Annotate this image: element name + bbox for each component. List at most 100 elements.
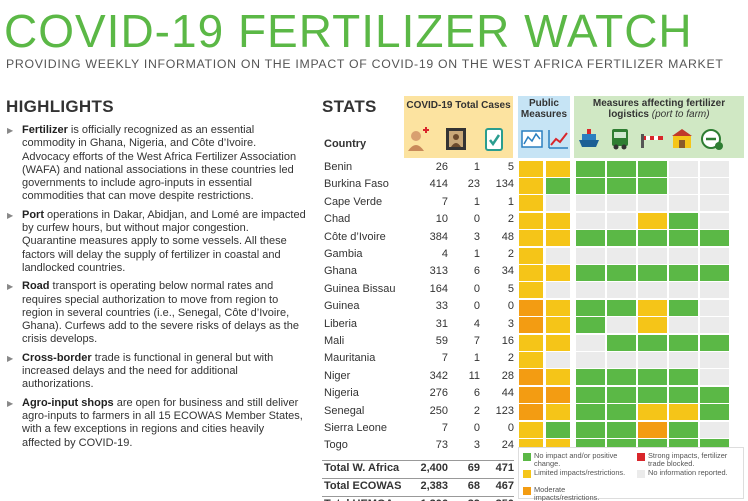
infected-person-icon (408, 127, 429, 151)
deaths-value: 1 (473, 248, 480, 260)
measure-cell (638, 247, 667, 264)
table-row: Niger 342 11 28 (322, 369, 744, 386)
recovered-value: 5 (507, 161, 514, 173)
total-cases-value: 59 (435, 335, 448, 347)
measure-cell (607, 212, 636, 229)
table-row: Chad 10 0 2 (322, 212, 744, 229)
deaths-value: 1 (473, 352, 480, 365)
measure-cell (700, 351, 729, 368)
highlights-heading: HIGHLIGHTS (6, 97, 114, 116)
legend-label: No information reported. (648, 468, 728, 477)
deaths-value: 0 (473, 282, 480, 295)
total-label: Total W. Africa (324, 461, 400, 474)
measure-cell (700, 369, 729, 386)
measure-cell (700, 299, 729, 316)
measure-cell (576, 299, 605, 316)
ship-port-icon (579, 129, 599, 147)
highlight-item: Cross-border trade is functional in gene… (6, 352, 306, 392)
measure-cell (638, 299, 667, 316)
country-name: Sierra Leone (324, 422, 387, 434)
highlight-item: Fertilizer is officially recognized as a… (6, 124, 306, 204)
measure-cell (700, 177, 729, 194)
highlight-lead: Cross-border (22, 351, 92, 364)
highlight-text: is officially recognized as an essential… (22, 124, 297, 203)
measure-cell (519, 264, 543, 281)
measure-cell (669, 177, 698, 194)
deaths-value: 68 (467, 479, 480, 492)
measure-cell (607, 160, 636, 177)
measure-cell (576, 195, 605, 212)
measure-cell (669, 369, 698, 386)
public-chart-icon (548, 130, 568, 149)
deaths-value: 39 (456, 498, 480, 501)
measure-cell (576, 160, 605, 177)
country-name: Gambia (324, 248, 363, 260)
measure-cell (519, 212, 543, 229)
total-cases-value: 26 (435, 161, 448, 173)
recovered-value: 471 (495, 461, 514, 474)
measure-cell (546, 421, 570, 438)
deaths-value: 6 (473, 387, 480, 400)
legend-label: No impact and/or positive change. (534, 451, 618, 468)
deceased-portrait-icon (446, 128, 466, 150)
deaths-value: 0 (473, 422, 480, 434)
measure-cell (700, 195, 729, 212)
recovered-value: 16 (501, 335, 514, 347)
measure-cell (669, 195, 698, 212)
measure-cell (546, 195, 570, 212)
measure-cell (638, 369, 667, 386)
measure-cell (700, 404, 729, 421)
highlight-text: trade is functional in general but with … (22, 351, 274, 391)
measure-cell (669, 212, 698, 229)
measure-cell (576, 212, 605, 229)
total-cases-value: 313 (429, 265, 448, 278)
deaths-value: 3 (473, 230, 480, 243)
measure-cell (546, 230, 570, 247)
recovered-value: 44 (501, 387, 514, 400)
deaths-value: 0 (473, 300, 480, 313)
logistics-header-label: Measures affecting fertilizer logistics … (592, 98, 726, 120)
measure-cell (607, 282, 636, 299)
measure-cell (669, 160, 698, 177)
measure-cell (546, 369, 570, 386)
total-label: Total UEMOA (324, 498, 393, 501)
recovered-value: 0 (507, 422, 514, 434)
legend-item: Moderate impacts/restrictions. (523, 486, 627, 501)
legend-label: Limited impacts/restrictions. (534, 468, 626, 477)
deaths-value: 7 (473, 335, 480, 347)
measure-cell (669, 334, 698, 351)
measure-cell (607, 421, 636, 438)
public-measures-label: Public Measures (520, 98, 568, 120)
total-cases-value: 33 (435, 300, 448, 313)
legend-label: Strong impacts, fertilizer trade blocked… (648, 451, 728, 468)
no-entry-icon (701, 129, 723, 150)
measure-cell (519, 404, 543, 421)
deaths-value: 3 (473, 439, 480, 452)
measure-cell (638, 351, 667, 368)
measure-cell (638, 386, 667, 403)
table-row: Togo 73 3 24 (322, 438, 744, 455)
measure-cell (519, 369, 543, 386)
measure-cell (546, 334, 570, 351)
measure-cell (638, 212, 667, 229)
measure-cell (607, 177, 636, 194)
deaths-value: 6 (473, 265, 480, 278)
total-cases-value: 4 (441, 248, 448, 260)
measure-cell (669, 421, 698, 438)
measure-cell (576, 369, 605, 386)
recovered-value: 123 (495, 404, 514, 417)
total-row: Total W. Africa 2,400 69 471 (322, 459, 514, 477)
table-row: Mauritania 7 1 2 (322, 351, 744, 368)
recovered-value: 5 (507, 282, 514, 295)
measure-cell (576, 264, 605, 281)
recovered-value: 1 (507, 195, 514, 208)
measure-cell (519, 351, 543, 368)
measure-cell (576, 334, 605, 351)
table-row: Ghana 313 6 34 (322, 264, 744, 281)
deaths-value: 69 (467, 461, 480, 474)
highlight-item: Port operations in Dakar, Abidjan, and L… (6, 209, 306, 275)
table-row: Nigeria 276 6 44 (322, 386, 744, 403)
measure-cell (638, 230, 667, 247)
border-barrier-icon (641, 134, 663, 148)
country-name: Togo (324, 439, 348, 452)
